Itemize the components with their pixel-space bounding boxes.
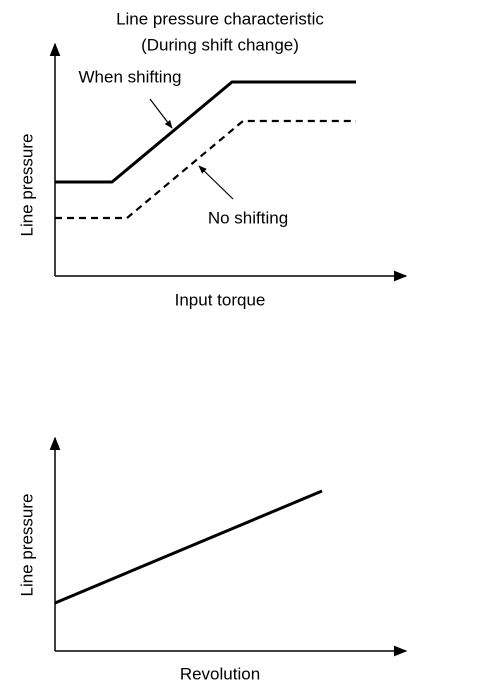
x-axis-label: Revolution: [180, 664, 260, 683]
annotation-arrow: [149, 98, 173, 129]
annotation-no-shifting: No shifting: [208, 208, 288, 227]
pressure-line: [54, 489, 323, 605]
annotation-when-shifting: When shifting: [79, 67, 182, 86]
y-axis-label: Line pressure: [17, 493, 36, 596]
shifting-line: [55, 80, 356, 184]
y-axis-label: Line pressure: [17, 133, 36, 236]
title-line-1: Line pressure characteristic: [116, 9, 324, 28]
title-line-2: (During shift change): [141, 35, 299, 54]
bottom-diagram: Revolution Line pressure: [17, 436, 408, 683]
x-axis-label: Input torque: [175, 290, 266, 309]
top-diagram: When shifting No shifting Input torque L…: [17, 42, 408, 309]
annotation-arrow: [198, 165, 234, 200]
no-shifting-line: [55, 119, 356, 220]
